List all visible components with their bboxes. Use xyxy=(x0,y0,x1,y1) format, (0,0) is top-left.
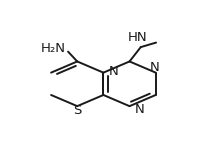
Text: N: N xyxy=(109,65,119,78)
Text: S: S xyxy=(73,104,81,117)
Text: H₂N: H₂N xyxy=(41,42,66,55)
Text: N: N xyxy=(150,61,160,74)
Text: HN: HN xyxy=(127,31,147,44)
Text: N: N xyxy=(135,103,144,116)
